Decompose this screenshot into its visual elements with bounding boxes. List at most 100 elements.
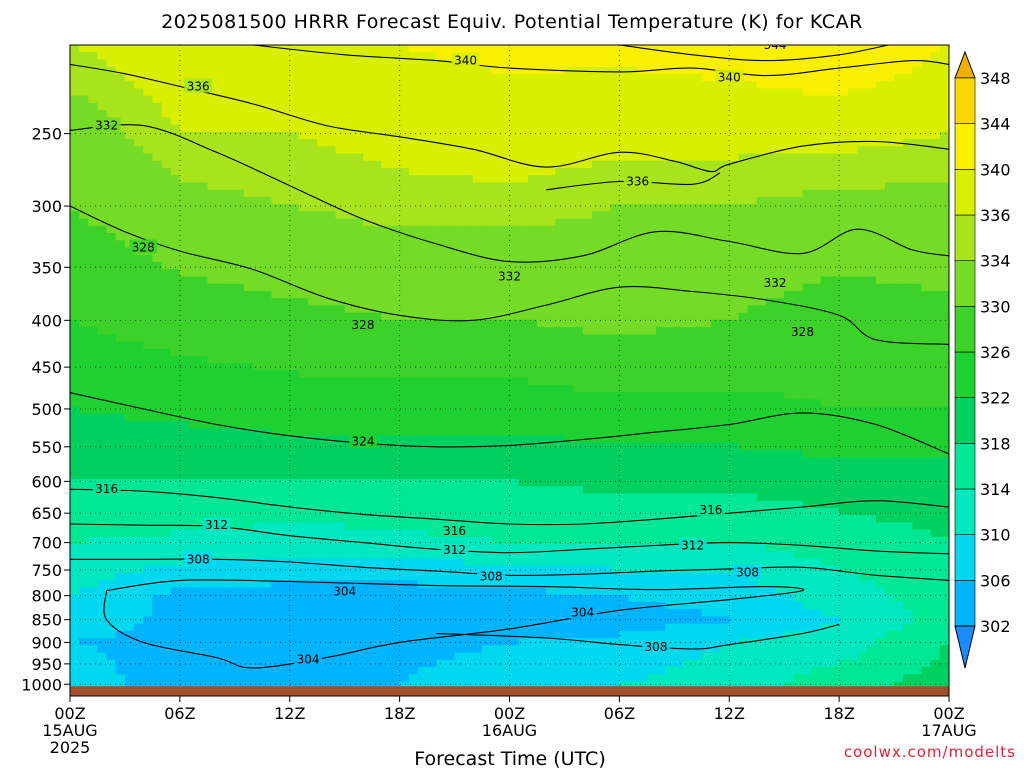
field-cell — [308, 457, 318, 466]
field-cell — [344, 616, 355, 625]
field-cell — [454, 319, 465, 328]
field-cell — [372, 117, 382, 126]
field-cell — [179, 341, 190, 350]
field-cell — [198, 507, 208, 516]
field-cell — [262, 471, 273, 480]
field-cell — [88, 81, 99, 89]
field-cell — [518, 81, 529, 89]
field-cell — [234, 73, 245, 82]
field-cell — [363, 204, 373, 212]
field-cell — [527, 652, 538, 661]
field-cell — [97, 377, 108, 386]
field-cell — [280, 450, 291, 458]
field-cell — [262, 305, 273, 314]
field-cell — [509, 73, 520, 82]
field-cell — [353, 421, 364, 429]
field-cell — [115, 652, 126, 661]
field-cell — [161, 88, 172, 97]
field-cell — [482, 233, 492, 241]
field-cell — [170, 131, 181, 140]
field-cell — [463, 406, 474, 415]
field-cell — [555, 399, 566, 408]
field-cell — [472, 667, 483, 675]
field-cell — [417, 464, 428, 473]
field-cell — [253, 247, 263, 256]
field-cell — [280, 196, 291, 205]
field-cell — [253, 457, 263, 466]
field-cell — [106, 551, 117, 560]
field-cell — [363, 399, 373, 408]
field-cell — [189, 638, 199, 646]
field-cell — [546, 594, 556, 603]
field-cell — [70, 153, 80, 162]
field-cell — [280, 312, 291, 321]
field-cell — [335, 45, 346, 53]
field-cell — [243, 479, 254, 487]
field-cell — [115, 616, 126, 625]
field-cell — [445, 428, 456, 437]
field-cell — [253, 406, 263, 415]
field-cell — [280, 558, 291, 567]
field-cell — [143, 305, 154, 314]
field-cell — [289, 674, 300, 683]
field-cell — [207, 471, 218, 480]
field-cell — [326, 298, 337, 306]
field-cell — [408, 341, 419, 350]
field-cell — [509, 594, 520, 603]
field-cell — [408, 262, 419, 270]
field-cell — [463, 507, 474, 516]
field-cell — [225, 334, 236, 343]
field-cell — [207, 225, 218, 234]
field-cell — [106, 102, 117, 111]
field-cell — [289, 435, 300, 444]
field-cell — [472, 124, 483, 133]
field-cell — [152, 573, 163, 581]
field-cell — [363, 160, 373, 169]
field-cell — [427, 421, 437, 429]
field-cell — [97, 471, 108, 480]
field-cell — [500, 327, 511, 335]
field-cell — [152, 182, 163, 191]
field-cell — [189, 630, 199, 639]
field-cell — [399, 117, 410, 126]
field-cell — [326, 558, 337, 567]
field-cell — [115, 536, 126, 545]
field-cell — [179, 471, 190, 480]
field-cell — [436, 587, 447, 596]
field-cell — [143, 645, 154, 654]
field-cell — [106, 471, 117, 480]
field-cell — [335, 182, 346, 191]
field-cell — [207, 363, 218, 372]
field-cell — [427, 139, 437, 147]
field-cell — [179, 298, 190, 306]
field-cell — [546, 59, 556, 68]
field-cell — [482, 196, 492, 205]
field-cell — [436, 59, 447, 68]
field-cell — [555, 334, 566, 343]
field-cell — [454, 283, 465, 292]
field-cell — [289, 247, 300, 256]
field-cell — [179, 117, 190, 126]
field-cell — [317, 356, 327, 364]
field-cell — [555, 522, 566, 531]
field-cell — [216, 276, 227, 285]
field-cell — [408, 413, 419, 422]
field-cell — [472, 356, 483, 364]
field-cell — [179, 399, 190, 408]
field-cell — [417, 493, 428, 502]
field-cell — [344, 522, 355, 531]
field-cell — [509, 59, 520, 68]
field-cell — [472, 225, 483, 234]
field-cell — [216, 536, 227, 545]
field-cell — [335, 551, 346, 560]
field-cell — [500, 334, 511, 343]
field-cell — [179, 601, 190, 610]
field-cell — [463, 167, 474, 176]
field-cell — [115, 312, 126, 321]
field-cell — [152, 551, 163, 560]
field-cell — [482, 544, 492, 552]
field-cell — [179, 175, 190, 184]
field-cell — [317, 544, 327, 552]
field-cell — [491, 334, 501, 343]
field-cell — [335, 348, 346, 357]
